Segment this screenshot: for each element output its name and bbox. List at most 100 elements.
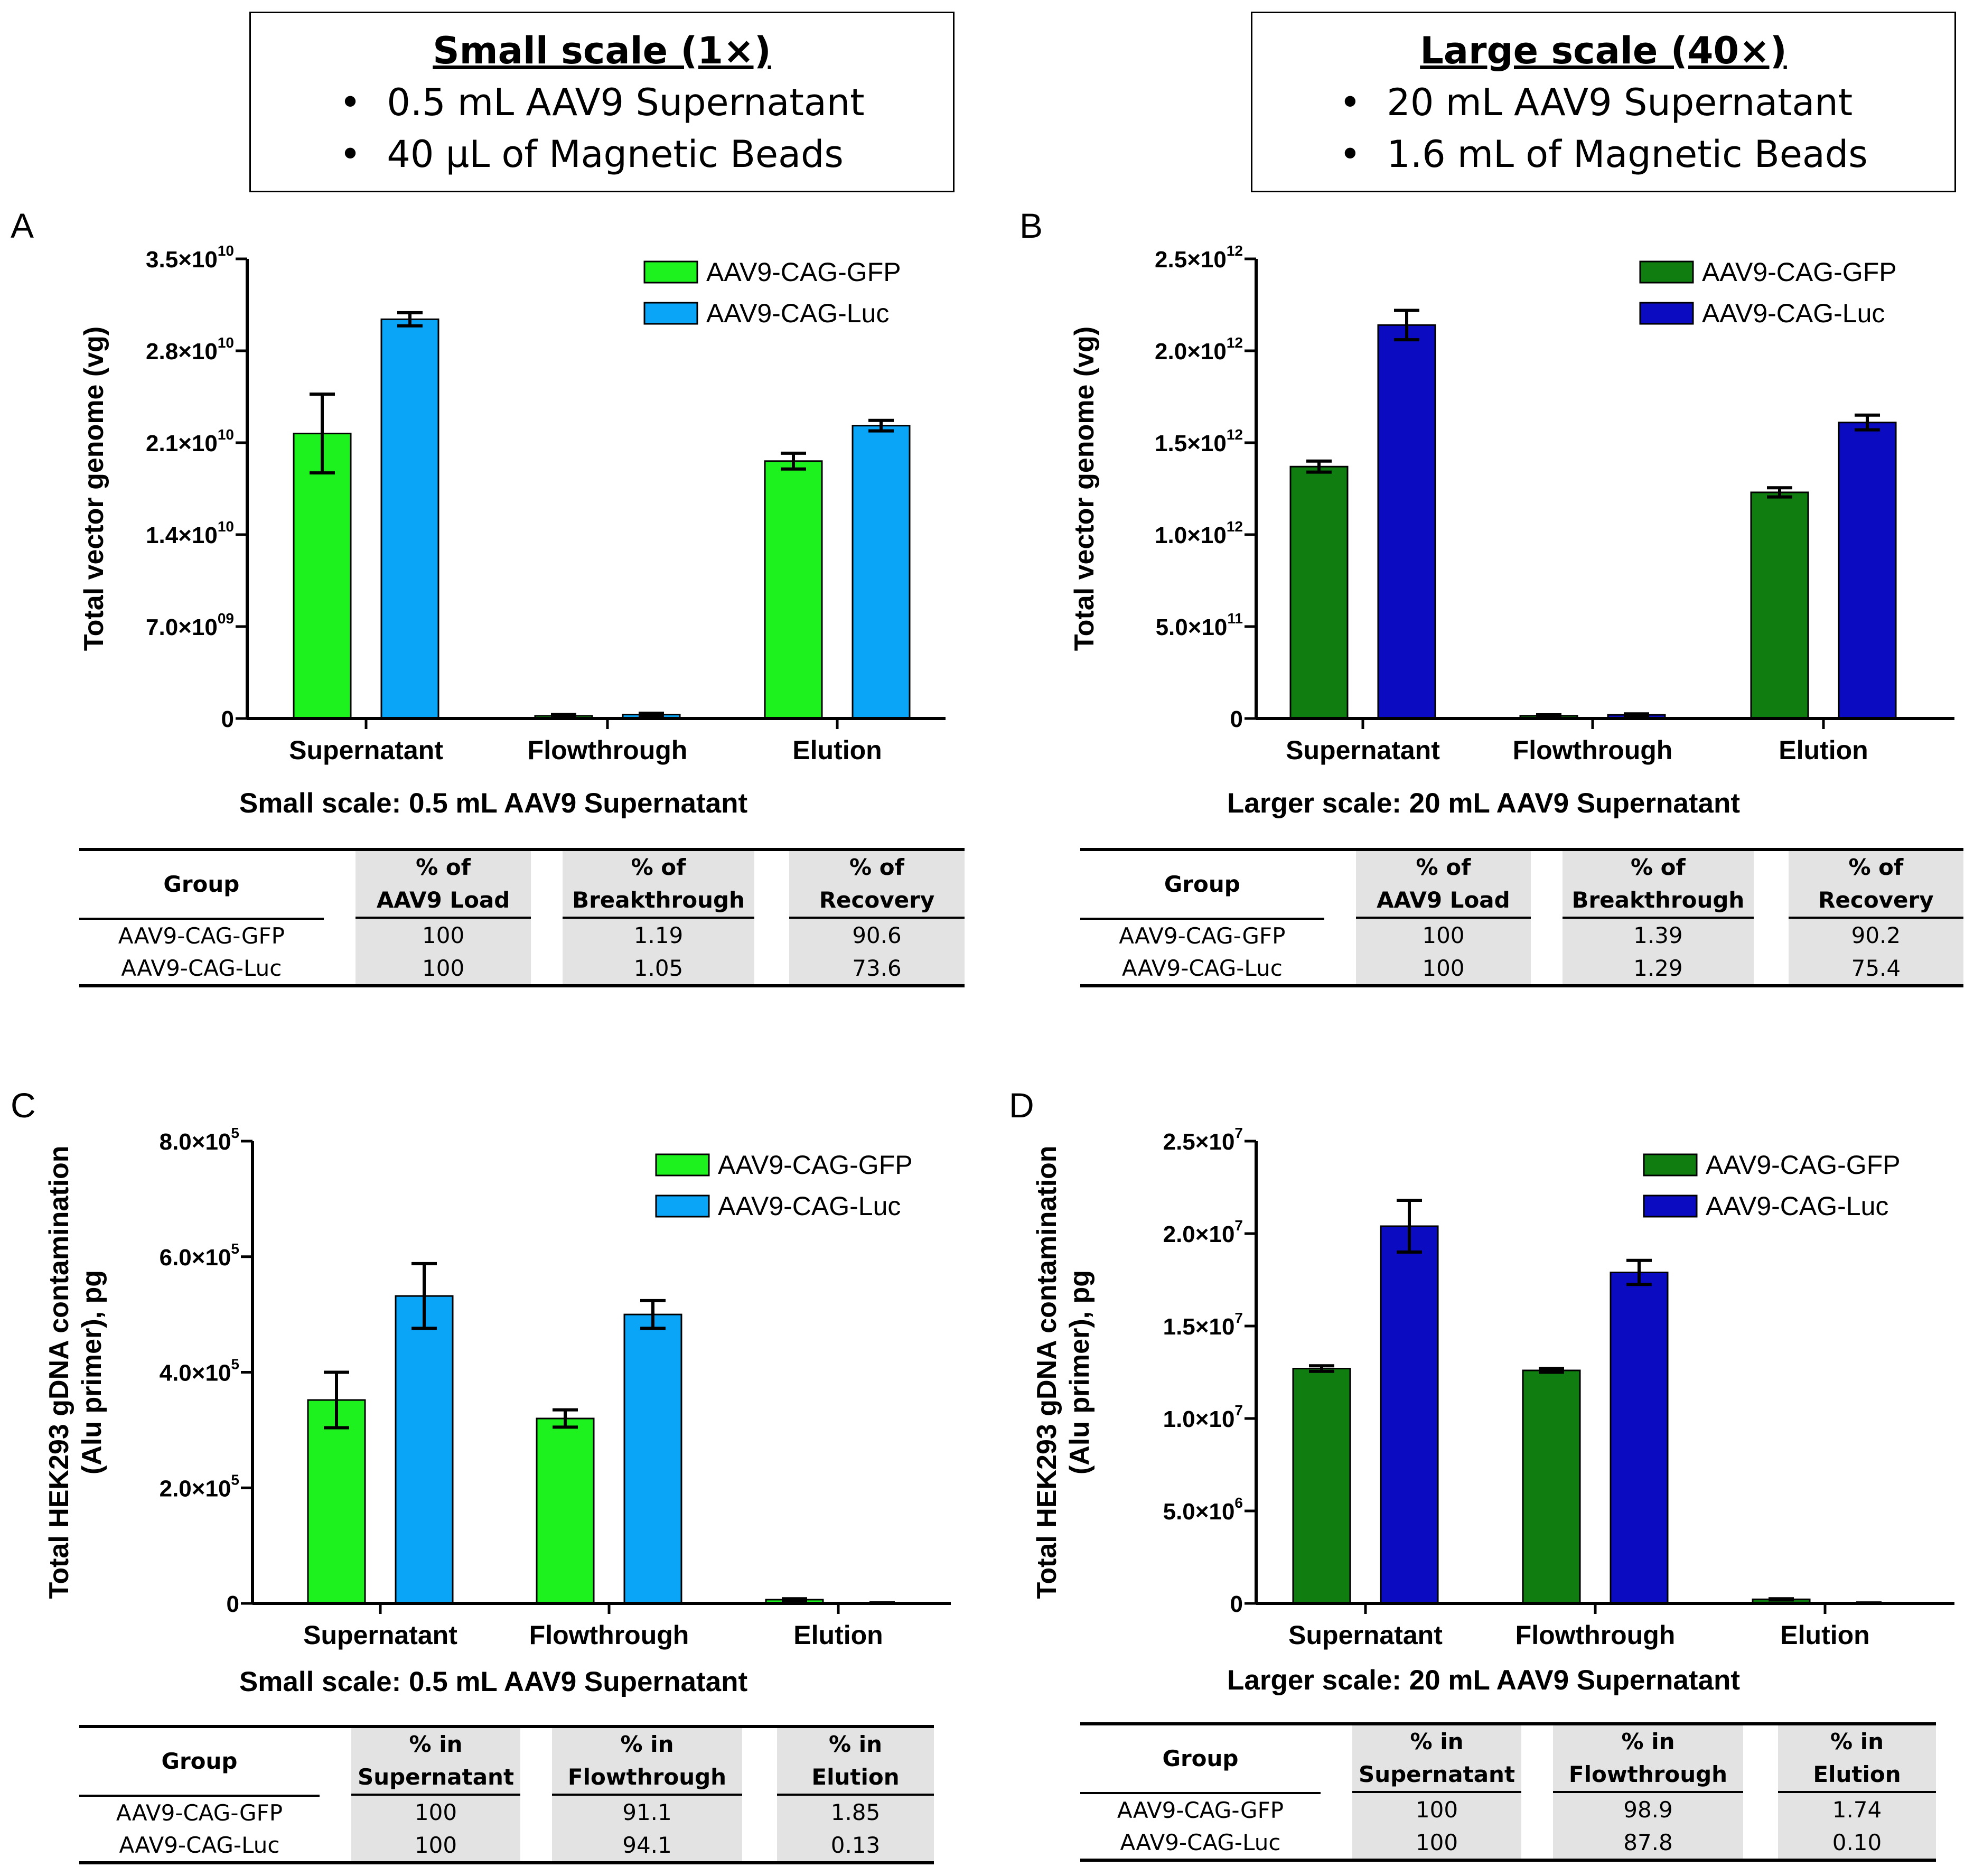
table-col-line2: Recovery: [1818, 887, 1934, 913]
small-scale-item: 0.5 mL AAV9 Supernatant: [339, 77, 864, 128]
error-bar: [782, 1597, 807, 1602]
table-row: AAV9-CAG-GFP 100 1.39 90.2: [1080, 919, 1963, 952]
chart-panel-d: D 0 5.0×106 1.0×107 1.5×107 2.0×107 2.5×107 Sup…: [1009, 1086, 1954, 1650]
table-cell: 100: [351, 1796, 520, 1829]
y-tick-label: 5.0×1011: [1156, 610, 1243, 640]
x-tick-label: Elution: [792, 735, 882, 765]
error-bar: [1767, 486, 1792, 499]
legend-label: AAV9-CAG-GFP: [1706, 1150, 1901, 1180]
table-row: AAV9-CAG-Luc 100 1.29 75.4: [1080, 952, 1963, 987]
table-cell-group: AAV9-CAG-Luc: [1080, 952, 1324, 987]
table-cell: 1.19: [563, 919, 754, 952]
y-tick-label: 2.0×105: [160, 1471, 239, 1501]
error-bar: [1626, 1258, 1652, 1286]
table-cell: 1.85: [777, 1796, 934, 1829]
panel-letter: A: [11, 206, 34, 245]
y-axis-label: Total HEK293 gDNA contamination: [44, 1145, 74, 1599]
error-bar: [1539, 1367, 1564, 1374]
legend-swatch: [643, 260, 698, 284]
bar: [764, 460, 823, 720]
y-tick-label: 0: [1230, 1591, 1243, 1617]
table-col-line1: % of: [416, 854, 471, 880]
table-col-line1: % in: [1621, 1729, 1675, 1754]
error-bar: [1536, 713, 1561, 718]
table-cell: 98.9: [1553, 1793, 1743, 1826]
y-tick-label: 1.0×107: [1163, 1402, 1243, 1432]
legend-label: AAV9-CAG-GFP: [706, 257, 901, 287]
table-cell: 100: [1355, 919, 1531, 952]
y-tick-label: 2.1×1010: [146, 426, 234, 456]
x-tick-label: Elution: [793, 1620, 883, 1650]
error-bar: [640, 1299, 666, 1330]
legend-swatch: [1639, 260, 1694, 284]
bar: [1292, 1368, 1351, 1604]
y-tick-label: 2.5×1012: [1155, 242, 1243, 273]
error-bar: [1624, 712, 1649, 717]
table-col-line2: Breakthrough: [572, 887, 745, 913]
table-row: AAV9-CAG-GFP 100 1.19 90.6: [79, 919, 965, 952]
chart-panel-a: A 0 7.0×1009 1.4×1010 2.1×1010 2.8×1010 3.5×10…: [11, 206, 946, 765]
bar: [1377, 324, 1436, 720]
panel-letter: C: [11, 1086, 36, 1125]
panel-d-subtitle: Larger scale: 20 mL AAV9 Supernatant: [1227, 1665, 1741, 1696]
bar: [380, 318, 439, 720]
table-cell-group: AAV9-CAG-GFP: [118, 923, 285, 949]
table-col-line2: Supernatant: [357, 1764, 514, 1790]
table-group-header: Group: [79, 1725, 320, 1797]
panel-a-table: Group % of AAV9 Load % of Breakthrough % o…: [79, 848, 965, 987]
error-bar: [1306, 459, 1332, 474]
y-tick-label: 2.8×1010: [146, 334, 234, 365]
table-row: AAV9-CAG-GFP 100 98.9 1.74: [1080, 1793, 1936, 1826]
bar: [1289, 465, 1349, 720]
chart-panel-b: B 0 5.0×1011 1.0×1012 1.5×1012 2.0×1012 2.5×10…: [1019, 206, 1954, 765]
table-col-line1: % of: [631, 854, 686, 880]
y-tick-label: 5.0×106: [1163, 1495, 1243, 1525]
table-group-header: Group: [1080, 848, 1324, 920]
table-cell: 87.8: [1553, 1826, 1743, 1862]
bar: [307, 1399, 366, 1604]
table-row: AAV9-CAG-Luc 100 94.1 0.13: [79, 1829, 934, 1864]
x-tick-label: Flowthrough: [1513, 735, 1673, 765]
legend-label: AAV9-CAG-GFP: [1702, 257, 1897, 287]
bar: [1380, 1225, 1439, 1604]
panel-c-subtitle: Small scale: 0.5 mL AAV9 Supernatant: [239, 1666, 748, 1697]
table-cell: 100: [355, 952, 531, 987]
bar: [1838, 422, 1897, 720]
y-axis-label: Total HEK293 gDNA contamination: [1032, 1145, 1062, 1599]
table-col-line2: Breakthrough: [1571, 887, 1745, 913]
y-tick-label: 2.5×107: [1163, 1125, 1243, 1155]
y-tick-label: 7.0×1009: [146, 610, 234, 640]
table-cell: 75.4: [1788, 952, 1963, 987]
bar: [1750, 491, 1809, 720]
bar: [1610, 1272, 1669, 1604]
x-tick-label: Flowthrough: [529, 1620, 689, 1650]
table-cell: 100: [1352, 1826, 1521, 1862]
y-tick-label: 2.0×107: [1163, 1217, 1243, 1247]
x-tick-label: Supernatant: [1286, 735, 1440, 765]
legend-label: AAV9-CAG-Luc: [1702, 298, 1885, 328]
y-tick-label: 1.4×1010: [146, 518, 234, 548]
legend-swatch: [1643, 1194, 1698, 1218]
table-row: AAV9-CAG-Luc 100 1.05 73.6: [79, 952, 965, 987]
panel-a-subtitle: Small scale: 0.5 mL AAV9 Supernatant: [239, 788, 748, 819]
panel-letter: B: [1019, 206, 1043, 245]
y-tick-label: 8.0×105: [160, 1125, 239, 1155]
table-cell-group: AAV9-CAG-GFP: [1119, 923, 1286, 949]
table-cell: 1.74: [1778, 1793, 1936, 1826]
error-bar: [411, 1262, 437, 1330]
panel-letter: D: [1009, 1086, 1034, 1125]
error-bar: [639, 712, 664, 718]
table-cell: 94.1: [552, 1829, 742, 1864]
table-col-line1: % in: [828, 1731, 882, 1757]
y-axis-label: Total vector genome (vg): [1069, 326, 1100, 651]
y-tick-label: 2.0×1012: [1155, 334, 1243, 365]
error-bar: [1397, 1199, 1422, 1254]
error-bar: [310, 393, 335, 475]
bar: [536, 1417, 595, 1604]
y-tick-label: 1.5×1012: [1155, 426, 1243, 456]
y-tick-label: 1.0×1012: [1155, 518, 1243, 548]
x-tick-label: Supernatant: [1288, 1620, 1443, 1650]
error-bar: [1769, 1597, 1794, 1602]
legend-swatch: [655, 1153, 710, 1177]
table-col-line2: AAV9 Load: [1377, 887, 1510, 913]
